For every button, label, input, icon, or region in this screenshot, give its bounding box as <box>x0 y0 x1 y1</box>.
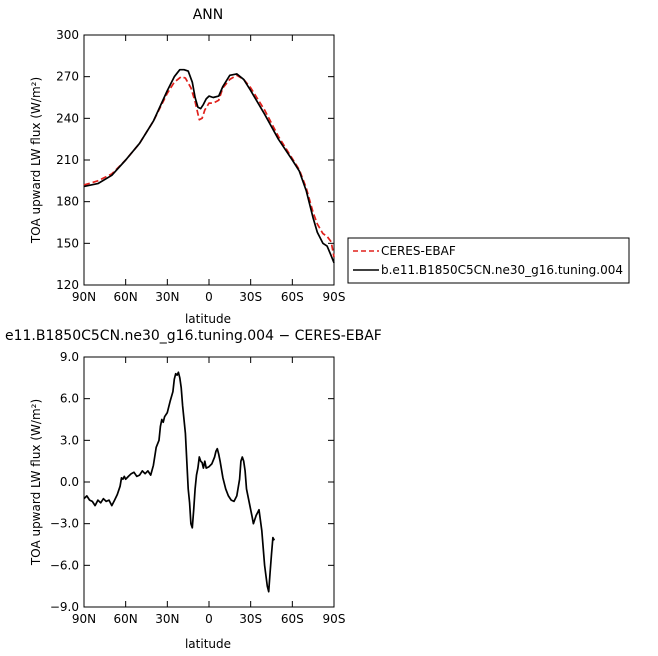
x-tick-label: 60N <box>114 612 138 626</box>
top-chart: ANN 90N 60N 30N 0 30S 60S 90S 120 150 180 210 240 27… <box>29 7 345 326</box>
y-tick-label: 3.0 <box>60 433 79 447</box>
y-tick-label: 6.0 <box>60 392 79 406</box>
y-tick-label: 180 <box>56 195 79 209</box>
x-tick-label: 30S <box>239 612 262 626</box>
bottom-chart: e11.B1850C5CN.ne30_g16.tuning.004 − CERE… <box>5 328 382 651</box>
x-tick-label: 30N <box>155 612 179 626</box>
bottom-chart-title: e11.B1850C5CN.ne30_g16.tuning.004 − CERE… <box>5 328 382 344</box>
y-tick-label: 270 <box>56 70 79 84</box>
y-tick-label: 9.0 <box>60 350 79 364</box>
bottom-chart-y-axis-label: TOA upward LW flux (W/m²) <box>29 399 43 566</box>
y-tick-label: −6.0 <box>50 558 79 572</box>
x-tick-label: 60S <box>281 290 304 304</box>
top-chart-x-axis-label: latitude <box>185 312 231 326</box>
bottom-chart-x-axis-label: latitude <box>185 637 231 651</box>
top-chart-frame <box>83 34 335 286</box>
legend-label-model: b.e11.B1850C5CN.ne30_g16.tuning.004 <box>381 263 623 277</box>
y-tick-label: 150 <box>56 236 79 250</box>
x-tick-label: 30N <box>155 290 179 304</box>
y-tick-label: 0.0 <box>60 475 79 489</box>
y-tick-label: 300 <box>56 28 79 42</box>
top-chart-title: ANN <box>193 7 224 23</box>
top-chart-y-axis-label: TOA upward LW flux (W/m²) <box>29 77 43 244</box>
x-tick-label: 90N <box>72 290 96 304</box>
x-tick-label: 30S <box>239 290 262 304</box>
x-tick-label: 90N <box>72 612 96 626</box>
series-line-0-1 <box>83 68 335 264</box>
x-tick-label: 0 <box>205 290 213 304</box>
y-tick-label: −9.0 <box>50 600 79 614</box>
x-tick-label: 90S <box>323 612 346 626</box>
y-tick-label: −3.0 <box>50 517 79 531</box>
x-tick-label: 90S <box>323 290 346 304</box>
legend-label-ceres: CERES-EBAF <box>381 244 456 258</box>
x-tick-label: 60S <box>281 612 304 626</box>
y-tick-label: 210 <box>56 153 79 167</box>
y-tick-label: 120 <box>56 278 79 292</box>
x-tick-label: 60N <box>114 290 138 304</box>
legend: CERES-EBAF b.e11.B1850C5CN.ne30_g16.tuni… <box>347 237 630 284</box>
x-tick-label: 0 <box>205 612 213 626</box>
series-line-1-0 <box>83 371 276 593</box>
legend-box <box>347 237 630 284</box>
y-tick-label: 240 <box>56 111 79 125</box>
